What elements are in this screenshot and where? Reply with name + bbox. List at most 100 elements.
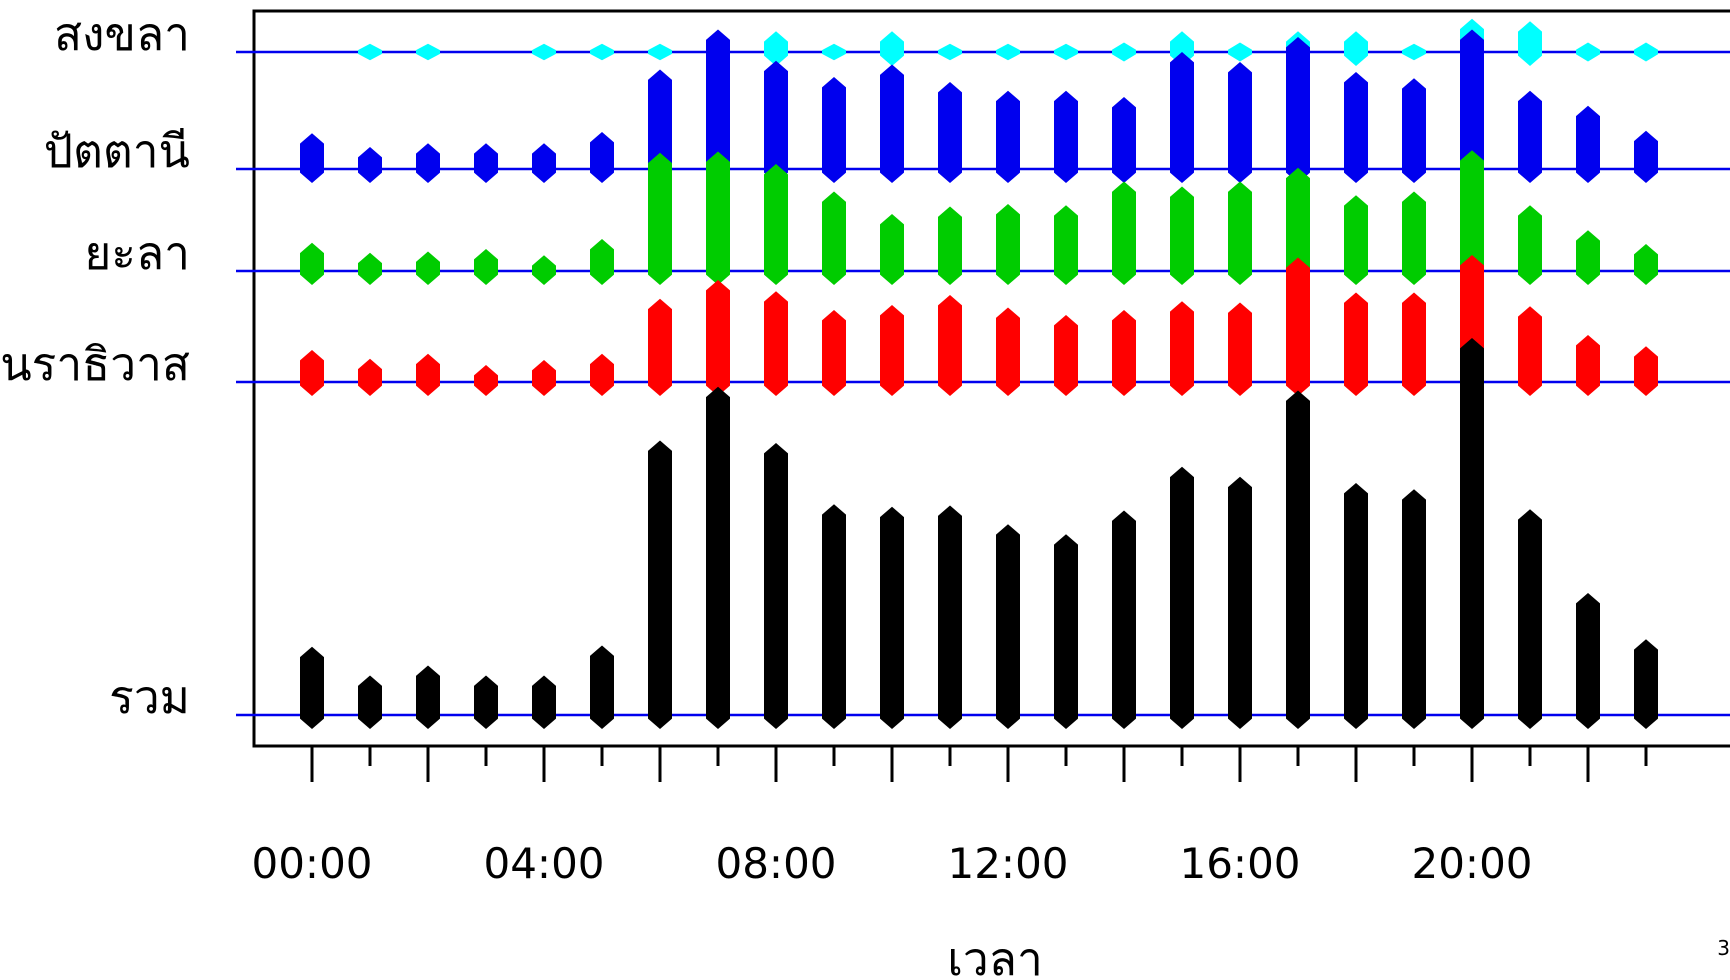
bar-0-5 [590,44,614,61]
bar-3-22 [1576,335,1600,396]
bar-1-9 [822,77,846,183]
bar-0-10 [880,31,904,66]
bar-0-2 [416,44,440,61]
bar-2-2 [416,252,440,286]
bar-3-2 [416,354,440,396]
bar-4-7 [706,387,730,729]
bar-1-19 [1402,78,1426,183]
bar-1-11 [938,82,962,183]
series-label-1: ปัตตานี [44,124,190,178]
x-tick-label-0: 00:00 [251,839,372,888]
bar-3-4 [532,360,556,396]
bar-0-12 [996,44,1020,61]
bar-3-12 [996,308,1020,397]
bar-3-0 [300,350,324,396]
bar-2-21 [1518,205,1542,285]
series-label-4: รวม [109,670,190,724]
series-label-3: นราธิวาส [0,337,190,391]
bar-4-13 [1054,534,1078,729]
bar-4-18 [1344,483,1368,729]
bar-4-0 [300,647,324,729]
bar-2-5 [590,239,614,285]
x-tick-label-8: 08:00 [715,839,836,888]
bar-1-23 [1634,131,1658,183]
bar-4-23 [1634,639,1658,729]
bar-3-17 [1286,258,1310,397]
bar-3-19 [1402,293,1426,397]
bar-0-9 [822,44,846,61]
bar-1-17 [1286,37,1310,183]
bar-3-13 [1054,315,1078,396]
x-tick-label-12: 12:00 [947,839,1068,888]
bar-1-0 [300,133,324,183]
bar-1-3 [474,143,498,183]
bar-2-12 [996,204,1020,285]
bar-3-9 [822,310,846,396]
bar-0-16 [1228,43,1252,62]
bar-3-6 [648,299,672,396]
bar-4-14 [1112,511,1136,730]
bar-2-22 [1576,230,1600,285]
bar-4-16 [1228,477,1252,729]
bar-0-14 [1112,43,1136,62]
bar-0-21 [1518,21,1542,66]
bar-0-11 [938,44,962,61]
bar-4-21 [1518,509,1542,729]
bar-3-5 [590,354,614,396]
bar-4-17 [1286,391,1310,730]
bar-3-1 [358,359,382,396]
bar-2-6 [648,153,672,285]
bar-4-22 [1576,593,1600,729]
bar-2-0 [300,243,324,285]
bar-2-4 [532,255,556,285]
bar-0-4 [532,44,556,61]
x-axis-label: เวลา [947,932,1043,980]
bar-3-15 [1170,301,1194,396]
bar-2-10 [880,214,904,285]
bars [300,19,1658,729]
bar-1-22 [1576,106,1600,183]
bar-2-13 [1054,205,1078,285]
bar-4-2 [416,666,440,730]
bar-2-9 [822,192,846,286]
bar-4-3 [474,676,498,730]
bar-2-18 [1344,195,1368,285]
bar-3-14 [1112,310,1136,396]
bar-3-7 [706,280,730,396]
bar-4-12 [996,524,1020,729]
bar-1-16 [1228,62,1252,183]
bar-0-19 [1402,44,1426,61]
bar-1-15 [1170,52,1194,183]
bar-1-1 [358,147,382,183]
bar-3-16 [1228,303,1252,397]
bar-2-16 [1228,182,1252,286]
bar-1-10 [880,65,904,184]
bar-0-23 [1634,43,1658,62]
bar-4-19 [1402,489,1426,729]
bar-1-12 [996,91,1020,183]
bar-1-13 [1054,91,1078,183]
x-tick-label-4: 04:00 [483,839,604,888]
bar-2-7 [706,152,730,286]
x-tick-label-16: 16:00 [1179,839,1300,888]
bar-1-21 [1518,91,1542,183]
bar-4-10 [880,507,904,729]
bar-3-10 [880,305,904,396]
bar-4-6 [648,441,672,730]
bar-0-6 [648,44,672,61]
bar-3-8 [764,291,788,396]
bar-3-11 [938,295,962,396]
bar-1-5 [590,132,614,183]
series-label-0: สงขลา [54,7,190,61]
bar-2-11 [938,207,962,286]
bar-4-15 [1170,467,1194,729]
bar-3-3 [474,365,498,396]
bar-4-5 [590,646,614,730]
bar-4-4 [532,676,556,730]
bar-0-22 [1576,43,1600,62]
bar-0-13 [1054,44,1078,61]
bar-4-8 [764,443,788,729]
page-number: 3 [1717,936,1730,960]
bar-2-23 [1634,244,1658,285]
